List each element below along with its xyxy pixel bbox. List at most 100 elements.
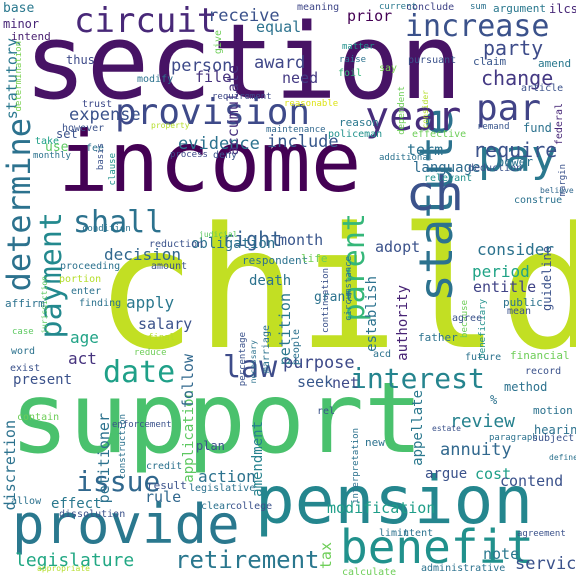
word-base: base [3,1,35,16]
word-dependent: dependent [397,86,407,135]
word-interest: interest [350,362,485,395]
word-retirement: retirement [175,546,320,574]
word-claim: claim [473,55,507,68]
word-modify: modify [137,74,174,85]
word-process: process [170,150,208,160]
word-equal: equal [256,18,302,36]
word-present: present [13,372,73,388]
word-establish: establish [364,276,380,352]
word-percentage: percentage [238,332,248,387]
word-reduction: reduction [149,239,204,250]
word-result: result [147,479,187,492]
word-marriage: marriage [261,325,272,374]
word-review: review [450,411,516,432]
word-effect: effect [51,496,102,512]
word-paragraph: paragraph [489,433,538,443]
word-circuit: circuit [74,1,218,41]
word-pursuant: pursuant [408,55,457,66]
word-expense: expense [69,105,141,125]
word-however: however [62,123,105,134]
word-record: record [525,366,562,377]
word-set: set [56,127,78,141]
word-administrative: administrative [421,563,506,574]
word-people: people [291,329,302,366]
word-require: require [473,138,558,162]
word-year: year [365,94,462,140]
word-amount: amount [151,261,188,272]
word-necessary: necessary [249,340,258,384]
word-additional: additional [379,153,434,163]
word-party: party [483,36,544,60]
word-action: action [198,467,256,486]
word-authority: authority [395,285,411,361]
word-monthly: monthly [33,151,71,161]
word-deny: deny [213,150,238,161]
word-modification: modification [327,499,436,517]
word-relevant: relevant [424,173,473,184]
word-law: law [223,350,278,385]
word-increase: increase [405,9,550,44]
word-minor: minor [3,17,40,31]
word-word: word [11,346,36,357]
word-say: say [379,63,398,74]
word-legislative: legislative [189,483,256,494]
word-right: right [222,227,283,251]
word-consider-small: consider [421,90,430,129]
word-subject: subject [532,433,575,444]
word-agreement: agreement [517,529,566,539]
word-award: award [254,53,306,73]
word-judicial: judicial [199,230,238,239]
word-current: current [379,2,417,12]
word-conclude: conclude [406,2,455,13]
word-provision: provision [115,92,311,133]
word-meaning: meaning [297,2,340,13]
word-college: college [230,501,273,512]
word-death: death [249,273,292,289]
word-child: child [95,191,576,387]
word-purpose: purpose [283,353,355,373]
word-appropriate: appropriate [37,564,90,573]
word-acd: acd [373,349,392,360]
word-enter: enter [71,286,102,297]
word-financial: financial [510,349,570,362]
word-change: change [481,66,554,90]
word-motion: motion [533,404,573,417]
word-entitle: entitle [473,278,537,296]
word-apply: apply [126,293,175,312]
word-amend: amend [538,57,572,70]
word-fee: fee [86,143,105,154]
word-pay: pay [478,131,558,182]
word-policeman: policeman [328,129,383,140]
word-believe: believe [540,186,574,195]
word-note: note [483,545,520,563]
word-salary: salary [138,315,193,333]
word-prior: prior [347,7,393,25]
word-condition: condition [82,224,131,234]
word-determine: determine [0,118,38,292]
word-evidence: evidence [178,134,260,154]
word-month: month [278,231,324,249]
word-circumstance: circumstance [344,256,354,322]
word-seek: seek [297,373,334,391]
word-federal: federal [554,103,565,146]
word-trust: trust [82,99,113,110]
word-issue: issue [76,465,161,498]
word-benefit: benefit [340,520,534,574]
word-contend: contend [500,472,564,490]
word-take: take [35,136,60,147]
word-thus: thus [66,53,95,67]
word-property: property [151,121,190,130]
word-fund: fund [523,121,552,135]
word-contain: contain [17,412,60,423]
word-term: term [407,141,444,159]
word-percent: % [490,393,498,407]
word-raise: raise [339,55,367,65]
word-appellate: appellate [410,390,426,466]
word-ch: ch [406,166,464,222]
word-allow: allow [11,496,42,507]
word-exist: exist [10,363,41,374]
word-cost: cost [475,465,512,483]
word-sum: sum [470,2,487,12]
word-agree: agree [452,313,483,324]
word-future: future [465,352,502,363]
